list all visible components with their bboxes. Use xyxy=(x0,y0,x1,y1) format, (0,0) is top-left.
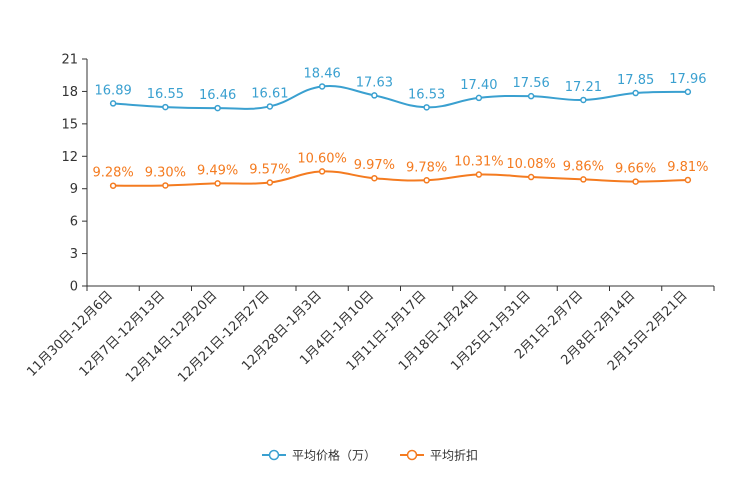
data-label: 9.66% xyxy=(615,162,656,177)
data-point[interactable] xyxy=(266,179,274,186)
data-point[interactable] xyxy=(475,171,483,178)
data-point[interactable] xyxy=(162,182,169,189)
data-label: 9.78% xyxy=(406,160,447,175)
data-point[interactable] xyxy=(109,182,117,189)
data-point[interactable] xyxy=(318,83,326,90)
axes: 03691215182111月30日-12月6日12月7日-12月13日12月1… xyxy=(24,53,715,386)
data-label: 9.28% xyxy=(92,166,133,181)
series-layer: 16.89 16.55 16.46 16.61 18.46 17.63 16.53 17.40… xyxy=(92,66,709,189)
data-label: 16.53 xyxy=(408,87,445,102)
y-tick-label: 9 xyxy=(70,182,78,197)
x-tick-label: 11月30日-12月6日 xyxy=(24,288,116,380)
series-average-discount: 9.28% 9.30% 9.49% 9.57% 10.60% 9.97% 9.78% 10.3… xyxy=(92,151,709,189)
data-label: 16.46 xyxy=(199,88,236,103)
data-label: 17.85 xyxy=(617,73,654,88)
legend-marker-icon xyxy=(406,449,418,461)
data-point[interactable] xyxy=(684,176,692,184)
data-point[interactable] xyxy=(214,104,221,112)
y-tick-label: 6 xyxy=(70,215,78,230)
data-point[interactable] xyxy=(527,92,535,100)
data-point[interactable] xyxy=(527,173,535,181)
legend[interactable]: 平均价格（万） 平均折扣 xyxy=(262,448,478,463)
data-label: 16.89 xyxy=(95,83,132,98)
data-label: 17.21 xyxy=(565,80,602,95)
data-label: 16.55 xyxy=(147,87,184,102)
x-tick-label: 12月21日-12月27日 xyxy=(175,288,272,385)
data-point[interactable] xyxy=(162,103,169,111)
legend-item-average-discount[interactable]: 平均折扣 xyxy=(400,448,478,463)
data-label: 9.30% xyxy=(145,165,186,180)
data-label: 9.81% xyxy=(667,160,708,175)
data-point[interactable] xyxy=(580,176,587,183)
data-label: 17.96 xyxy=(669,72,706,87)
legend-label: 平均价格（万） xyxy=(292,448,376,463)
data-point[interactable] xyxy=(266,103,274,110)
data-label: 10.31% xyxy=(454,155,504,170)
data-label: 10.08% xyxy=(506,157,556,172)
data-point[interactable] xyxy=(109,100,117,107)
series-average-price: 16.89 16.55 16.46 16.61 18.46 17.63 16.53 17.40… xyxy=(95,66,706,112)
data-point[interactable] xyxy=(371,92,378,99)
data-point[interactable] xyxy=(214,180,221,187)
data-point[interactable] xyxy=(318,168,326,175)
data-label: 18.46 xyxy=(304,66,341,81)
legend-label: 平均折扣 xyxy=(430,448,478,463)
series-line xyxy=(113,85,688,110)
y-tick-label: 0 xyxy=(70,280,78,295)
data-point[interactable] xyxy=(632,89,639,97)
legend-item-average-price[interactable]: 平均价格（万） xyxy=(262,448,376,463)
y-tick-label: 12 xyxy=(61,150,78,165)
data-point[interactable] xyxy=(423,104,430,111)
y-tick-label: 15 xyxy=(61,117,78,132)
data-point[interactable] xyxy=(580,96,587,104)
series-line xyxy=(113,170,688,187)
data-label: 9.97% xyxy=(354,158,395,173)
data-label: 9.49% xyxy=(197,163,238,178)
data-point[interactable] xyxy=(371,174,378,182)
data-label: 17.63 xyxy=(356,75,393,90)
data-label: 17.56 xyxy=(513,76,550,91)
data-label: 16.61 xyxy=(251,86,288,101)
data-label: 17.40 xyxy=(460,78,497,93)
data-label: 9.57% xyxy=(249,163,290,178)
data-point[interactable] xyxy=(423,177,430,184)
y-tick-label: 3 xyxy=(70,247,78,262)
data-label: 10.60% xyxy=(297,151,347,166)
y-tick-label: 18 xyxy=(61,85,78,100)
data-point[interactable] xyxy=(632,178,639,185)
legend-marker-icon xyxy=(268,449,280,461)
y-tick-label: 21 xyxy=(61,53,78,68)
data-point[interactable] xyxy=(684,88,692,96)
data-point[interactable] xyxy=(475,94,483,102)
data-label: 9.86% xyxy=(563,159,604,174)
x-tick-label: 12月14日-12月20日 xyxy=(123,288,220,385)
